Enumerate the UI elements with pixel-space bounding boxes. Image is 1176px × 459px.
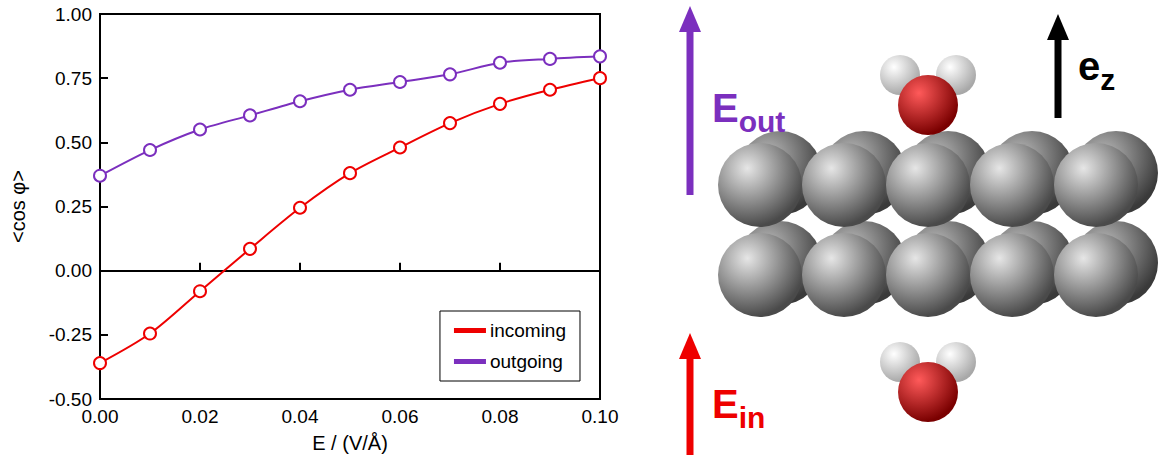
svg-text:incoming: incoming: [490, 320, 566, 341]
svg-text:Eout: Eout: [712, 86, 785, 138]
svg-text:0.00: 0.00: [55, 260, 92, 281]
svg-text:0.00: 0.00: [82, 406, 119, 427]
svg-text:-0.50: -0.50: [48, 388, 92, 410]
svg-text:1.00: 1.00: [55, 4, 92, 25]
svg-text:0.04: 0.04: [282, 406, 319, 427]
svg-text:outgoing: outgoing: [490, 351, 563, 372]
svg-text:0.75: 0.75: [55, 68, 92, 89]
svg-text:Ein: Ein: [712, 382, 765, 434]
svg-text:<cos φ>: <cos φ>: [7, 170, 29, 243]
svg-text:0.25: 0.25: [55, 196, 92, 217]
svg-text:0.06: 0.06: [382, 406, 419, 427]
svg-text:0.02: 0.02: [182, 406, 219, 427]
svg-text:-0.25: -0.25: [49, 324, 92, 345]
svg-text:0.50: 0.50: [55, 132, 92, 153]
svg-text:0.10: 0.10: [582, 406, 619, 427]
svg-text:0.08: 0.08: [482, 406, 519, 427]
svg-text:E / (V/Å): E / (V/Å): [312, 432, 388, 454]
svg-text:ez: ez: [1078, 44, 1115, 96]
